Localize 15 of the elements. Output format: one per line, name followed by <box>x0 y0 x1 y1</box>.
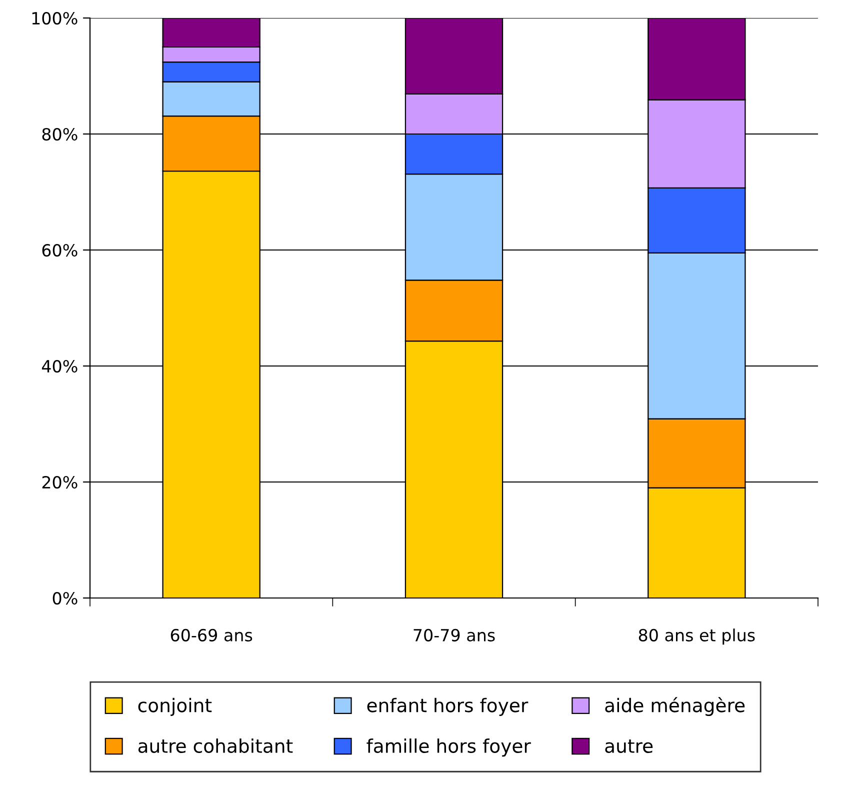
x-tick-label: 60-69 ans <box>170 628 252 642</box>
legend-label: enfant hors foyer <box>367 698 528 716</box>
y-tick-label: 40% <box>42 360 78 373</box>
y-tick-label: 80% <box>42 128 78 141</box>
legend-label: autre cohabitant <box>138 738 293 753</box>
legend-label: aide ménagère <box>605 697 745 716</box>
x-tick-label: 80 ans et plus <box>638 628 755 645</box>
legend-label: autre <box>605 740 653 753</box>
y-tick-label: 60% <box>42 244 78 257</box>
y-tick-label: 0% <box>52 592 78 605</box>
y-tick-label: 20% <box>42 476 78 489</box>
y-tick-label: 100% <box>32 12 78 25</box>
legend-label: conjoint <box>138 698 212 716</box>
x-tick-label: 70-79 ans <box>414 628 495 642</box>
legend-label: famille hors foyer <box>366 738 531 757</box>
